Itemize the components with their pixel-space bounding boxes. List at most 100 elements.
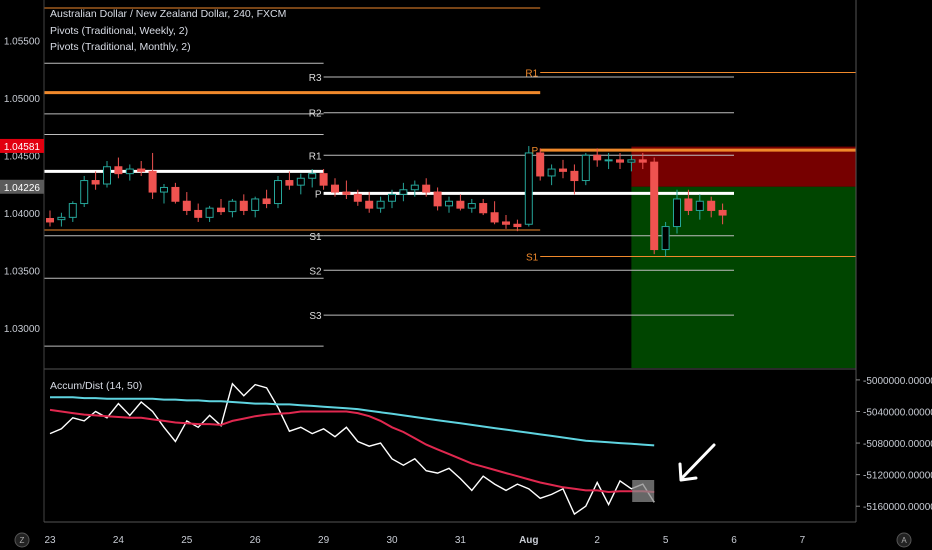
- candle-body: [217, 207, 225, 213]
- pivot-label-s1: S1: [309, 232, 322, 243]
- time-tick-label: 29: [318, 535, 330, 546]
- candle-body: [285, 180, 294, 186]
- indicator-line-ma_slow: [50, 396, 655, 447]
- candle-body: [91, 180, 100, 185]
- pivot-label-p: P: [532, 146, 539, 157]
- candle-body: [205, 207, 214, 218]
- arrow-shaft: [680, 443, 716, 480]
- footer-right-icon: [896, 532, 912, 548]
- candle-body: [251, 198, 260, 211]
- price-tick-label: 1.05500: [4, 36, 41, 47]
- candle-body: [536, 152, 545, 177]
- highlight-box: [632, 480, 655, 502]
- candle-body: [456, 200, 465, 209]
- candle-body: [559, 168, 567, 172]
- candle-body: [182, 200, 191, 211]
- indicator-tick-label: -5040000.00000: [863, 407, 932, 418]
- footer-right-icon-label: A: [901, 536, 907, 545]
- time-tick-label: Aug: [519, 535, 538, 546]
- candle-body: [547, 168, 556, 177]
- indicator-tick-label: -5120000.00000: [863, 471, 932, 482]
- indicator-tick-label: -5000000.00000: [863, 376, 932, 387]
- candle-body: [695, 200, 704, 211]
- time-tick-label: 30: [386, 535, 398, 546]
- candle-body: [388, 193, 396, 202]
- candle-body: [194, 209, 203, 218]
- candle-body: [103, 166, 111, 185]
- candle-body: [707, 200, 716, 211]
- candle-body: [342, 191, 351, 195]
- candle-body: [479, 203, 488, 214]
- candle-body: [296, 177, 305, 186]
- price-tick-label: 1.04000: [4, 209, 41, 220]
- position-zones: [631, 146, 856, 368]
- indicator-line-ma_fast: [49, 408, 655, 494]
- take-profit-zone: [631, 186, 856, 368]
- candle-body: [581, 154, 590, 182]
- pivot-label-r3: R3: [309, 73, 322, 84]
- indicator-title[interactable]: Accum/Dist (14, 50): [50, 380, 143, 392]
- time-tick-label: 24: [113, 535, 125, 546]
- candle-body: [399, 189, 408, 195]
- pivot-label-p: P: [315, 189, 322, 200]
- candle-body: [445, 200, 453, 207]
- candle-body: [604, 159, 613, 162]
- candle-body: [502, 221, 510, 225]
- candle-body: [467, 203, 476, 209]
- candle-body: [308, 173, 317, 179]
- candle-body: [490, 212, 499, 223]
- pivot-label-r1: R1: [525, 68, 538, 79]
- candle-body: [274, 180, 282, 205]
- candle-body: [513, 223, 522, 228]
- candle-body: [148, 170, 157, 193]
- pivot-label-s1: S1: [526, 252, 539, 263]
- candle-body: [650, 161, 659, 251]
- pivot-label-s2: S2: [309, 266, 322, 277]
- candle-body: [68, 203, 77, 218]
- candle-body: [593, 154, 602, 161]
- candle-body: [114, 166, 123, 175]
- time-tick-label: 26: [250, 535, 262, 546]
- candle-body: [57, 216, 66, 221]
- price-tick-label: 1.05000: [4, 94, 41, 105]
- price-tick-label: 1.03000: [4, 324, 41, 335]
- candle-body: [46, 218, 54, 223]
- candle-body: [570, 170, 579, 182]
- candle-body: [331, 184, 339, 193]
- candle-body: [171, 186, 180, 202]
- price-badge-label: 1.04226: [4, 183, 41, 194]
- candle-body: [433, 191, 442, 207]
- footer-left-icon-label: Z: [20, 536, 25, 545]
- candle-body: [684, 198, 693, 211]
- price-badge-label: 1.04581: [4, 142, 41, 153]
- pivot-label-s3: S3: [309, 311, 322, 322]
- indicator-pane: [49, 382, 655, 516]
- candle-body: [718, 209, 727, 216]
- candle-body: [638, 159, 647, 163]
- candle-body: [410, 184, 419, 191]
- candle-body: [376, 200, 385, 209]
- candle-body: [524, 152, 533, 225]
- candle-body: [673, 198, 681, 228]
- candle-body: [228, 200, 237, 213]
- time-tick-label: 6: [731, 535, 737, 546]
- annotations: [632, 443, 716, 502]
- legend-pivots-weekly[interactable]: Pivots (Traditional, Weekly, 2): [50, 25, 189, 37]
- pivot-label-r1: R1: [309, 151, 322, 162]
- candle-body: [319, 173, 328, 186]
- price-badge: [0, 179, 44, 194]
- candle-body: [80, 180, 89, 205]
- time-tick-label: 5: [663, 535, 669, 546]
- footer-left-icon: [14, 532, 30, 548]
- candle-body: [616, 159, 624, 163]
- candle-body: [262, 198, 271, 205]
- candle-body: [365, 200, 374, 209]
- price-tick-label: 1.03500: [4, 266, 41, 277]
- candle-body: [125, 168, 134, 175]
- indicator-line-ad: [49, 382, 655, 516]
- time-tick-label: 7: [800, 535, 806, 546]
- indicator-tick-label: -5160000.00000: [863, 502, 932, 513]
- legend-pivots-monthly[interactable]: Pivots (Traditional, Monthly, 2): [50, 41, 191, 53]
- candle-body: [239, 200, 248, 211]
